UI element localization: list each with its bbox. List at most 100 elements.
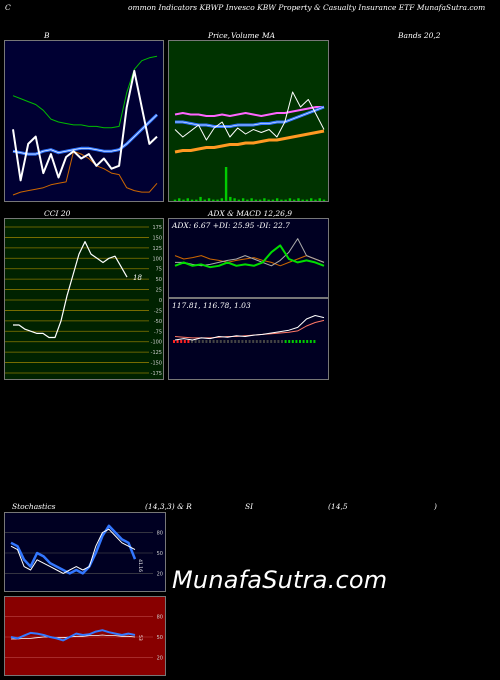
volume-bar xyxy=(293,199,296,201)
macd-histogram-bar xyxy=(230,340,233,343)
rsi-line xyxy=(10,629,136,642)
rsi-tick-label: 50 xyxy=(157,635,163,641)
macd-line xyxy=(174,315,325,341)
label-volume: Volume xyxy=(231,31,260,40)
label-stoch-params: (14,3,3) & R xyxy=(145,502,192,511)
volume-bar xyxy=(241,198,245,201)
macd-histogram-bar xyxy=(245,340,247,343)
cci-tick-label: -175 xyxy=(151,371,162,377)
macd-histogram-bar xyxy=(281,340,283,343)
cci-tick-label: 175 xyxy=(152,225,162,231)
price-ma-overlay xyxy=(175,106,325,127)
macd-histogram-bar xyxy=(187,340,190,343)
volume-bar xyxy=(178,198,181,201)
cci-tick-label: -25 xyxy=(154,308,162,314)
cci-tick-label: -50 xyxy=(154,319,162,325)
macd-histogram-bar xyxy=(302,340,305,343)
label-adx-macd: ADX & MACD 12,26,9 xyxy=(208,209,293,218)
macd-histogram-bar xyxy=(201,340,204,343)
macd-histogram-bar xyxy=(223,340,226,343)
cci-line xyxy=(13,241,128,339)
stoch-tick-label: 80 xyxy=(157,531,163,537)
volume-bar xyxy=(229,196,232,201)
macd-histogram-bar xyxy=(212,340,215,343)
volume-bar xyxy=(288,198,292,201)
price-volume-chart xyxy=(169,41,328,201)
stoch-tick-label: 50 xyxy=(157,551,163,557)
adx-minus-di xyxy=(174,255,325,267)
rsi-smooth-line xyxy=(11,634,136,640)
volume-bar xyxy=(203,199,206,201)
macd-histogram-bar xyxy=(227,340,229,343)
cci-tick-label: 50 xyxy=(156,277,162,283)
macd-histogram-bar xyxy=(259,340,262,343)
volume-bar xyxy=(297,198,300,201)
adx-plus-di xyxy=(174,244,325,269)
label-stoch: Stochastics xyxy=(12,502,56,511)
price-volume-panel xyxy=(168,40,329,202)
macd-histogram-bar xyxy=(306,340,309,343)
price-line xyxy=(174,91,325,141)
stoch-k-line xyxy=(10,524,137,575)
macd-histogram-bar xyxy=(284,340,287,343)
macd-histogram-bar xyxy=(277,340,280,343)
volume-bar xyxy=(190,199,194,201)
cci-panel: 175 150 125 100 75 50 25 0 -25 -50 -75 -100 -125 -150… xyxy=(4,218,164,380)
price-ma-orange xyxy=(174,129,325,154)
volume-bar xyxy=(258,199,262,201)
volume-bar xyxy=(186,198,189,201)
volume-bar xyxy=(182,199,185,201)
macd-histogram-bar xyxy=(237,340,240,343)
cci-tick-label: 25 xyxy=(156,288,162,294)
stoch-last-value: 41.16 xyxy=(137,559,143,572)
macd-histogram-bar xyxy=(288,340,291,343)
volume-bar xyxy=(314,199,317,201)
macd-histogram-bar xyxy=(291,340,294,343)
rsi-panel: 80 50 20 53 xyxy=(4,596,166,676)
macd-histogram-bar xyxy=(241,340,244,343)
label-cci: CCI 20 xyxy=(44,209,71,218)
volume-bar xyxy=(318,198,321,201)
price-bg xyxy=(169,41,328,201)
label-ma: MA xyxy=(262,31,276,40)
macd-histogram-bar xyxy=(313,340,316,343)
rsi-tick-label: 80 xyxy=(157,615,163,621)
cci-last-value: 18 xyxy=(133,274,142,282)
volume-bar xyxy=(246,199,249,201)
volume-bar xyxy=(212,199,215,201)
volume-bar xyxy=(233,198,236,201)
adx-panel: ADX: 6.67 +DI: 25.95 -DI: 22.7 xyxy=(168,218,329,298)
volume-bar xyxy=(250,198,253,201)
label-bands: Bands 20,2 xyxy=(398,31,441,40)
volume-bar xyxy=(305,199,309,201)
macd-histogram-bar xyxy=(219,340,222,343)
macd-histogram-bar xyxy=(248,340,251,343)
cci-chart: 175 150 125 100 75 50 25 0 -25 -50 -75 -100 -125 -150… xyxy=(5,219,163,379)
cci-tick-label: 75 xyxy=(156,267,162,273)
volume-bar xyxy=(195,199,198,201)
macd-chart xyxy=(169,299,328,379)
bollinger-bg xyxy=(5,41,163,201)
macd-histogram-bar xyxy=(252,340,255,343)
label-b: B xyxy=(44,31,50,40)
cci-tick-label: 0 xyxy=(159,298,162,304)
macd-histogram-bar xyxy=(205,340,208,343)
macd-histogram-bar xyxy=(183,340,186,343)
volume-bar xyxy=(220,198,224,201)
macd-histogram-bar xyxy=(234,340,237,343)
volume-bar xyxy=(237,199,241,201)
label-rsi-params: (14,5 xyxy=(328,502,348,511)
macd-histogram-bar xyxy=(263,340,265,343)
volume-bar xyxy=(301,199,304,201)
macd-histogram-bar xyxy=(309,340,312,343)
adx-chart xyxy=(169,219,328,297)
volume-bar xyxy=(267,199,270,201)
macd-histogram-bar xyxy=(255,340,258,343)
cci-tick-label: -100 xyxy=(151,340,162,346)
volume-bar xyxy=(199,196,202,201)
volume-bar xyxy=(310,198,313,201)
volume-bar xyxy=(275,198,279,201)
rsi-tick-label: 20 xyxy=(157,655,163,661)
cci-tick-label: -75 xyxy=(154,329,162,335)
macd-histogram-bar xyxy=(299,340,301,343)
